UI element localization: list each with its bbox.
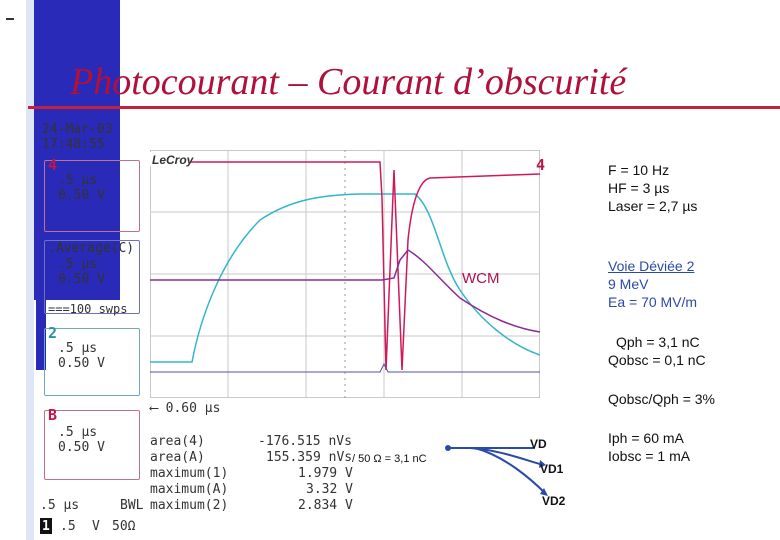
trace-purple [150, 249, 540, 333]
channel-panel-average [44, 240, 140, 314]
bottom-timebase: .5 µs [40, 498, 80, 513]
charge-qph: Qph = 3,1 nC [616, 334, 700, 350]
channel-volts-b: 0.50 V [58, 440, 105, 455]
channel-volts-4: 0.50 V [58, 188, 105, 203]
param-hf: HF = 3 µs [608, 180, 670, 196]
slide-title: Photocourant – Courant d’obscurité [70, 61, 627, 103]
channel-timebase-b: .5 µs [58, 425, 98, 440]
scope-time: 17:48:55 [42, 137, 105, 152]
measure-label: maximum(2) [150, 498, 229, 513]
param-frequency: F = 10 Hz [608, 162, 670, 178]
channel-label-average: .Average(C) [48, 241, 135, 256]
bottom-bwl: BWL [120, 498, 144, 513]
channel-panel-4 [44, 160, 140, 232]
scope-date: 24-Mar-03 [42, 122, 113, 137]
measure-value: 2.834 V [298, 498, 353, 513]
diagram-label-vd2: VD2 [542, 494, 566, 508]
measure-value: 1.979 V [298, 466, 353, 481]
diagram-label-vd1: VD1 [540, 462, 564, 476]
trigger-marker: 4 [536, 156, 546, 174]
channel-timebase-4: .5 µs [58, 173, 98, 188]
scope-waveform-display [150, 150, 540, 398]
channel-volts-2: 0.50 V [58, 356, 105, 371]
param-laser: Laser = 2,7 µs [608, 198, 698, 214]
trace-dark [150, 362, 540, 373]
voie-field: Ea = 70 MV/m [608, 294, 698, 310]
measure-value: -176.515 nVs [258, 434, 352, 449]
channel-sweeps-average: ===100 swps [48, 302, 128, 316]
measure-note: / 50 Ω = 3,1 nC [352, 453, 427, 465]
channel-volts-average: 0.50 V [58, 272, 105, 287]
voie-title: Voie Déviée 2 [608, 258, 695, 274]
scope-grid [150, 150, 540, 398]
channel-panel-2 [44, 328, 140, 396]
channel-panel-b [44, 410, 140, 480]
measure-label: area(4) [150, 434, 205, 449]
channel-timebase-2: .5 µs [58, 341, 98, 356]
charge-qobsc: Qobsc = 0,1 nC [608, 352, 706, 368]
bottom-channel-marker: 1 [42, 519, 50, 534]
beamline-diagram [445, 445, 548, 496]
channel-marker-4: 4 [48, 156, 58, 174]
measure-value: 155.359 nVs [266, 450, 353, 465]
scope-brand-logo: LeCroy [152, 153, 194, 167]
charge-ratio: Qobsc/Qph = 3% [608, 391, 716, 407]
title-underline [28, 106, 780, 109]
bottom-channel-tb: .5 [60, 519, 76, 534]
wcm-label: WCM [462, 270, 500, 287]
measure-label: maximum(1) [150, 466, 229, 481]
current-iobsc: Iobsc = 1 mA [608, 448, 691, 464]
channel-timebase-average: .5 µs [58, 257, 98, 272]
slide-accent-block [34, 0, 120, 300]
channel-marker-b: B [48, 406, 58, 424]
bottom-channel-ohm: 50Ω [112, 519, 136, 534]
corner-tick [6, 18, 14, 20]
current-iph: Iph = 60 mA [608, 430, 684, 446]
measure-label: maximum(A) [150, 482, 229, 497]
slide-side-stripe [26, 0, 34, 540]
slide-accent-block-lower [36, 300, 46, 370]
scope-brand-bg [150, 152, 190, 166]
trace-red [150, 161, 540, 371]
voie-energy: 9 MeV [608, 276, 649, 292]
diagram-label-vd: VD [530, 437, 547, 451]
measure-value: 3.32 V [306, 482, 353, 497]
measure-label: area(A) [150, 450, 205, 465]
bottom-channel-box [40, 518, 52, 534]
time-offset: ⟵ 0.60 µs [150, 401, 221, 416]
bottom-channel-unit: V [92, 519, 100, 534]
channel-marker-2: 2 [48, 324, 58, 342]
